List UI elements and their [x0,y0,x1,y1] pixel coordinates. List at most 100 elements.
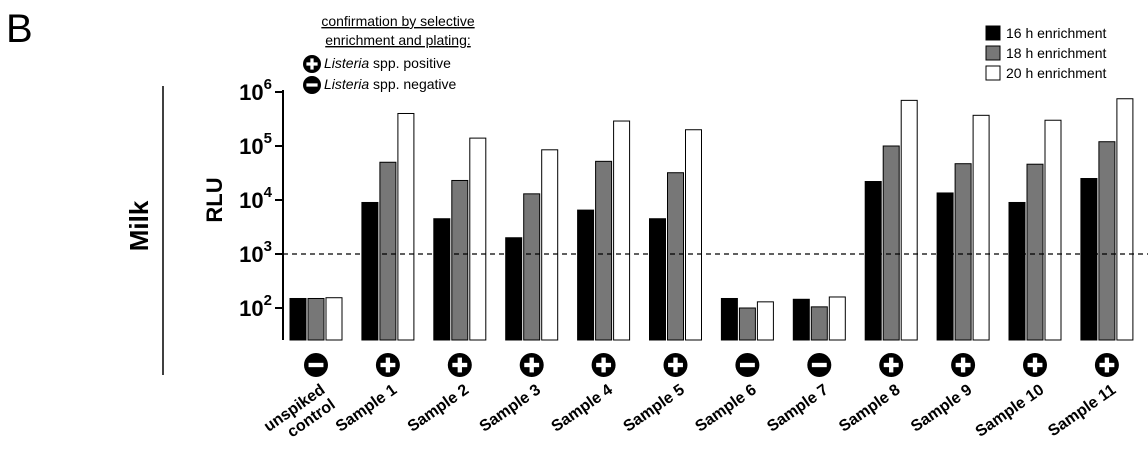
x-tick-label-line: Sample 3 [477,381,544,435]
bar-3 [469,137,487,341]
legend: 16 h enrichment 18 h enrichment 20 h enric… [985,25,1107,81]
bars [289,98,1134,341]
key-negative-label: Listeria spp. negative [324,76,457,92]
minus-circle-icon [304,353,328,377]
x-tick-label: unspikedcontrol [261,381,339,450]
bar-1 [1080,178,1098,341]
plus-circle-icon [591,353,616,377]
legend-swatch [985,65,1001,81]
y-tick-label: 103 [239,238,272,267]
confirmation-icons [304,353,1119,377]
plus-circle-icon [1094,353,1119,377]
plus-circle-icon [303,55,321,73]
y-tick-exponent: 2 [264,292,272,309]
minus-circle-icon [303,76,321,94]
legend-label: 20 h enrichment [1006,65,1107,81]
x-tick-label-line: Sample 10 [973,381,1048,440]
plus-circle-icon [663,353,688,377]
minus-circle-icon [735,353,760,377]
legend-swatch [985,45,1001,61]
x-tick-label: Sample 11 [1045,381,1119,440]
plus-circle-icon [519,353,544,377]
bar-2 [1026,163,1044,341]
bar-1 [720,297,738,341]
plus-circle-icon [303,55,321,73]
panel-letter: B [6,7,33,51]
plus-circle-icon [879,353,904,377]
confirmation-key: confirmation by selective enrichment and… [303,13,475,94]
y-tick-base: 10 [239,134,263,159]
minus-circle-icon [807,353,832,377]
x-tick-label: Sample 4 [549,381,616,435]
bar-2 [667,172,684,341]
x-tick-label: Sample 1 [333,381,400,435]
bar-2 [379,161,397,341]
legend-label: 18 h enrichment [1006,45,1107,61]
x-tick-label: Sample 10 [973,381,1048,440]
y-tick-base: 10 [239,188,263,213]
key-positive-italic: Listeria [324,55,369,71]
bar-1 [864,181,882,341]
bar-1 [361,201,379,341]
y-tick-label: 106 [239,76,272,105]
x-tick-label-line: Sample 8 [836,381,903,435]
y-axis-title: RLU [202,177,227,222]
x-tick-label: Sample 6 [692,381,759,435]
bar-3 [1116,98,1134,341]
bar-3 [828,296,846,341]
bar-3 [1044,119,1062,341]
x-tick-label-line: Sample 6 [692,381,759,435]
y-tick-base: 10 [239,242,263,267]
confirmation-title-line2: enrichment and plating: [325,32,471,48]
x-tick-label: Sample 8 [836,381,903,435]
bar-1 [505,237,523,341]
x-tick-label: Sample 2 [405,381,472,435]
minus-circle-icon [303,76,321,94]
bar-3 [613,120,631,341]
bar-2 [307,297,325,341]
confirmation-title-line1: confirmation by selective [321,13,475,29]
x-tick-label: Sample 7 [764,381,831,435]
y-tick-exponent: 4 [264,184,273,201]
bar-1 [1008,201,1026,341]
bar-1 [433,218,451,341]
bar-3 [541,149,559,341]
y-tick-exponent: 6 [264,76,272,93]
bar-1 [792,298,810,341]
bar-1 [289,297,307,341]
y-tick-exponent: 3 [264,238,272,255]
plus-circle-icon [951,353,976,377]
key-positive-label: Listeria spp. positive [324,55,451,71]
bar-3 [900,99,918,341]
bar-3 [397,112,415,341]
bar-3 [685,129,702,341]
x-tick-label: Sample 9 [908,381,975,435]
bar-1 [649,218,666,341]
bar-2 [451,179,469,341]
bar-2 [882,145,900,341]
bar-1 [936,192,954,341]
plus-circle-icon [1023,353,1047,377]
bar-3 [756,301,774,341]
x-tick-label-line: Sample 4 [549,381,616,435]
bar-2 [523,193,541,341]
x-tick-label: Sample 5 [620,381,687,435]
bar-2 [595,160,613,341]
bar-3 [972,114,990,341]
key-negative-italic: Listeria [324,76,369,92]
bar-3 [325,297,343,341]
plus-circle-icon [375,353,400,377]
key-negative-rest: spp. negative [369,76,456,92]
x-tick-label-line: Sample 9 [908,381,975,435]
x-tick-label-line: Sample 11 [1045,381,1119,440]
x-tick-label-line: Sample 7 [764,381,831,435]
x-tick-label: Sample 3 [477,381,544,435]
y-tick-label: 102 [239,292,272,321]
plus-circle-icon [447,353,472,377]
x-tick-label-line: Sample 1 [333,381,400,435]
x-tick-label-line: Sample 5 [620,381,687,435]
y-tick-label: 105 [239,130,272,159]
